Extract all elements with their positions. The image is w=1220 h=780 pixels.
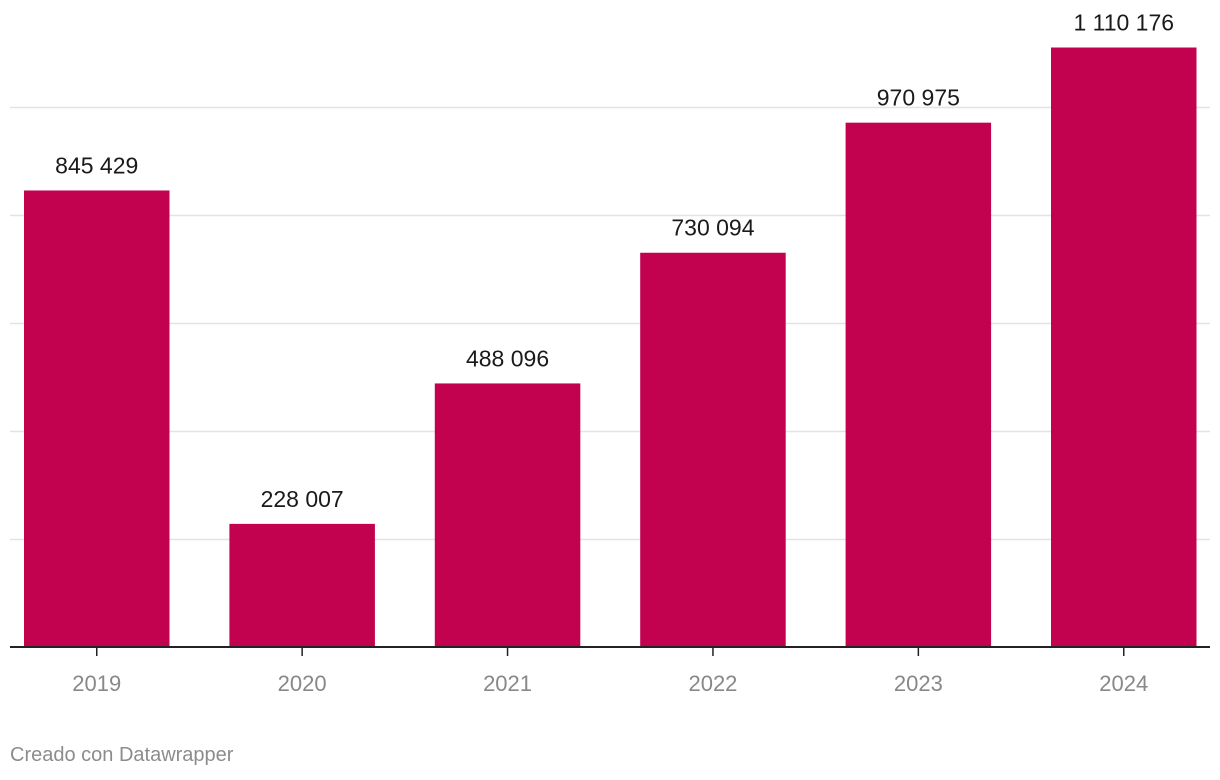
bar-2019 xyxy=(24,190,170,648)
bar-2021 xyxy=(434,383,581,647)
x-tick-label-2023: 2023 xyxy=(894,671,943,696)
gridlines xyxy=(10,106,1210,541)
x-tick-label-2024: 2024 xyxy=(1099,671,1148,696)
bar-2022 xyxy=(640,252,786,647)
x-tick-label-2022: 2022 xyxy=(688,671,737,696)
bar-2024 xyxy=(1051,47,1197,648)
value-label-2023: 970 975 xyxy=(877,85,960,111)
x-tick-label-2020: 2020 xyxy=(278,671,327,696)
bars xyxy=(24,47,1197,648)
x-axis: 2019 2020 2021 2022 2023 2024 xyxy=(10,646,1210,696)
value-labels: 845 429 228 007 488 096 730 094 970 975 1 110… xyxy=(55,10,1174,512)
x-tick-label-2019: 2019 xyxy=(72,671,121,696)
bar-chart: 845 429 228 007 488 096 730 094 970 975 1 110… xyxy=(10,10,1210,696)
datawrapper-credit: Creado con Datawrapper xyxy=(10,744,234,766)
x-tick-label-2021: 2021 xyxy=(483,671,532,696)
value-label-2024: 1 110 176 xyxy=(1073,10,1174,36)
bar-2020 xyxy=(229,523,375,647)
bar-2023 xyxy=(845,122,992,647)
value-label-2021: 488 096 xyxy=(466,345,549,371)
value-label-2019: 845 429 xyxy=(55,152,138,178)
value-label-2022: 730 094 xyxy=(671,215,754,241)
value-label-2020: 228 007 xyxy=(261,486,344,512)
